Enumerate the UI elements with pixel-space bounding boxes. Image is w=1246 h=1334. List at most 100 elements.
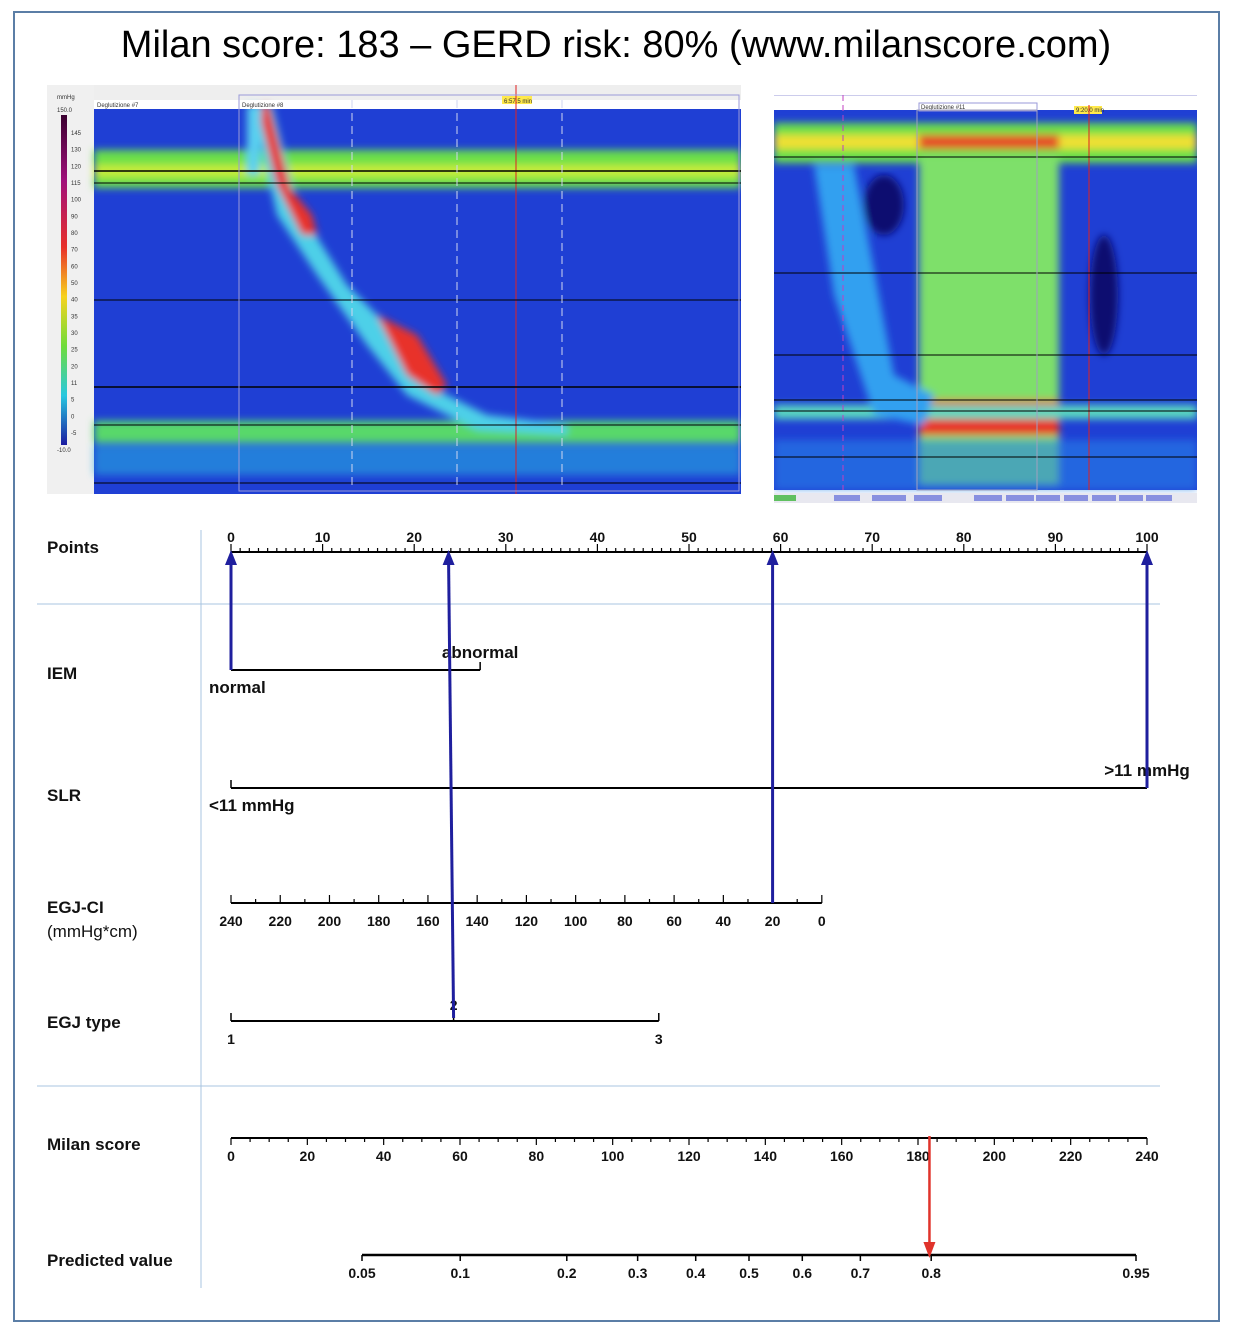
- colorbar-tick-label: -5: [71, 431, 77, 437]
- egjci-tick-label: 100: [564, 913, 588, 929]
- colorbar-min: -10.0: [57, 448, 71, 454]
- egjci-tick-label: 120: [515, 913, 539, 929]
- milan-tick-label: 140: [754, 1148, 778, 1164]
- predicted-tick-label: 0.2: [557, 1265, 577, 1281]
- time-marker-right: 9:20.0 min: [1076, 108, 1104, 114]
- egjci-tick-label: 220: [269, 913, 293, 929]
- colorbar-tick-label: 0: [71, 414, 75, 420]
- egjci-tick-label: 40: [716, 913, 732, 929]
- egjtype-level-label: 1: [227, 1031, 235, 1047]
- arrow-predicted-head: [923, 1242, 936, 1258]
- colorbar-tick-label: 90: [71, 214, 78, 220]
- egjci-tick-label: 240: [219, 913, 243, 929]
- time-marker: 6:57.5 min: [504, 99, 532, 105]
- colorbar-tick-label: 30: [71, 331, 78, 337]
- colorbar-unit: mmHg: [57, 95, 75, 101]
- colorbar-tick-label: 11: [71, 381, 78, 387]
- colorbar-tick-label: 100: [71, 198, 82, 204]
- arrow-slr-head: [1141, 550, 1153, 565]
- hrm-plot-left: mmHg 150.0 -10.0 145 130 120 115 100 90 80 70 60…: [47, 85, 741, 494]
- milan-tick-label: 40: [376, 1148, 392, 1164]
- egjtype-level-label: 3: [655, 1031, 663, 1047]
- points-tick-label: 10: [315, 529, 331, 545]
- colorbar-max: 150.0: [57, 108, 73, 114]
- points-tick-label: 90: [1048, 529, 1064, 545]
- colorbar-tick-label: 5: [71, 398, 75, 404]
- hrm-plot-right: Deglutizione #11 9:20.0 min: [774, 95, 1197, 503]
- colorbar-tick-label: 60: [71, 264, 78, 270]
- row-label-egjci: EGJ-CI: [47, 898, 104, 917]
- hrm-left-heatmap: mmHg 150.0 -10.0 14513012011510090807060…: [47, 85, 741, 494]
- arrow-egjtype: [447, 561, 456, 1019]
- hrm-right-heatmap: Deglutizione #11 9:20.0 min: [774, 95, 1197, 503]
- predicted-tick-label: 0.4: [686, 1265, 706, 1281]
- points-tick-label: 70: [864, 529, 880, 545]
- colorbar-tick-label: 70: [71, 248, 78, 254]
- egjci-tick-label: 200: [318, 913, 342, 929]
- predicted-tick-label: 0.1: [450, 1265, 470, 1281]
- egjci-tick-label: 20: [765, 913, 781, 929]
- arrow-iem-head: [225, 550, 237, 565]
- predicted-tick-label: 0.05: [348, 1265, 375, 1281]
- colorbar-tick-label: 80: [71, 231, 78, 237]
- egjci-tick-label: 0: [818, 913, 826, 929]
- iem-level-label: normal: [209, 678, 266, 697]
- points-tick-label: 0: [227, 529, 235, 545]
- row-label-slr: SLR: [47, 786, 81, 805]
- swallow-label-11: Deglutizione #11: [921, 105, 966, 111]
- milan-tick-label: 120: [677, 1148, 701, 1164]
- milan-tick-label: 80: [529, 1148, 545, 1164]
- egjci-tick-label: 180: [367, 913, 391, 929]
- milan-tick-label: 0: [227, 1148, 235, 1164]
- colorbar-tick-label: 40: [71, 298, 78, 304]
- row-sublabel-egjci: (mmHg*cm): [47, 922, 138, 941]
- predicted-tick-label: 0.7: [851, 1265, 871, 1281]
- row-label-iem: IEM: [47, 664, 77, 683]
- colorbar-tick-label: 145: [71, 131, 82, 137]
- figure-title: Milan score: 183 – GERD risk: 80% (www.m…: [120, 24, 1112, 66]
- arrow-egjci-head: [766, 550, 779, 565]
- predicted-tick-label: 0.6: [793, 1265, 813, 1281]
- colorbar-tick-label: 20: [71, 364, 78, 370]
- figure-frame: [13, 11, 1220, 1322]
- points-tick-label: 60: [773, 529, 789, 545]
- milan-tick-label: 160: [830, 1148, 854, 1164]
- row-label-predicted: Predicted value: [47, 1251, 173, 1270]
- milan-tick-label: 60: [452, 1148, 468, 1164]
- swallow-label-7: Deglutizione #7: [97, 103, 139, 109]
- points-tick-label: 40: [590, 529, 606, 545]
- row-label-egjtype: EGJ type: [47, 1013, 121, 1032]
- egjci-tick-label: 80: [617, 913, 633, 929]
- iem-level-label: abnormal: [442, 643, 519, 662]
- predicted-tick-label: 0.5: [739, 1265, 759, 1281]
- milan-tick-label: 240: [1135, 1148, 1159, 1164]
- egjci-tick-label: 140: [465, 913, 489, 929]
- predicted-tick-label: 0.8: [921, 1265, 941, 1281]
- slr-level-label: <11 mmHg: [209, 796, 295, 815]
- predicted-tick-label: 0.3: [628, 1265, 648, 1281]
- colorbar-tick-label: 35: [71, 314, 78, 320]
- points-tick-label: 100: [1135, 529, 1159, 545]
- milan-tick-label: 180: [906, 1148, 930, 1164]
- points-tick-label: 50: [681, 529, 697, 545]
- colorbar-tick-label: 120: [71, 164, 82, 170]
- milan-tick-label: 220: [1059, 1148, 1083, 1164]
- row-label-milan: Milan score: [47, 1135, 141, 1154]
- swallow-label-8: Deglutizione #8: [242, 103, 284, 109]
- points-tick-label: 80: [956, 529, 972, 545]
- colorbar-tick-label: 25: [71, 348, 78, 354]
- predicted-tick-label: 0.95: [1122, 1265, 1149, 1281]
- egjci-tick-label: 160: [416, 913, 440, 929]
- milan-tick-label: 100: [601, 1148, 625, 1164]
- colorbar-tick-label: 130: [71, 148, 82, 154]
- colorbar-tick-label: 115: [71, 181, 81, 187]
- colorbar-tick-label: 50: [71, 281, 78, 287]
- milan-tick-label: 20: [300, 1148, 316, 1164]
- points-tick-label: 30: [498, 529, 514, 545]
- arrow-egjtype-head: [442, 550, 455, 565]
- egjci-tick-label: 60: [666, 913, 682, 929]
- milan-tick-label: 200: [983, 1148, 1007, 1164]
- row-label-points: Points: [47, 538, 99, 557]
- points-tick-label: 20: [406, 529, 422, 545]
